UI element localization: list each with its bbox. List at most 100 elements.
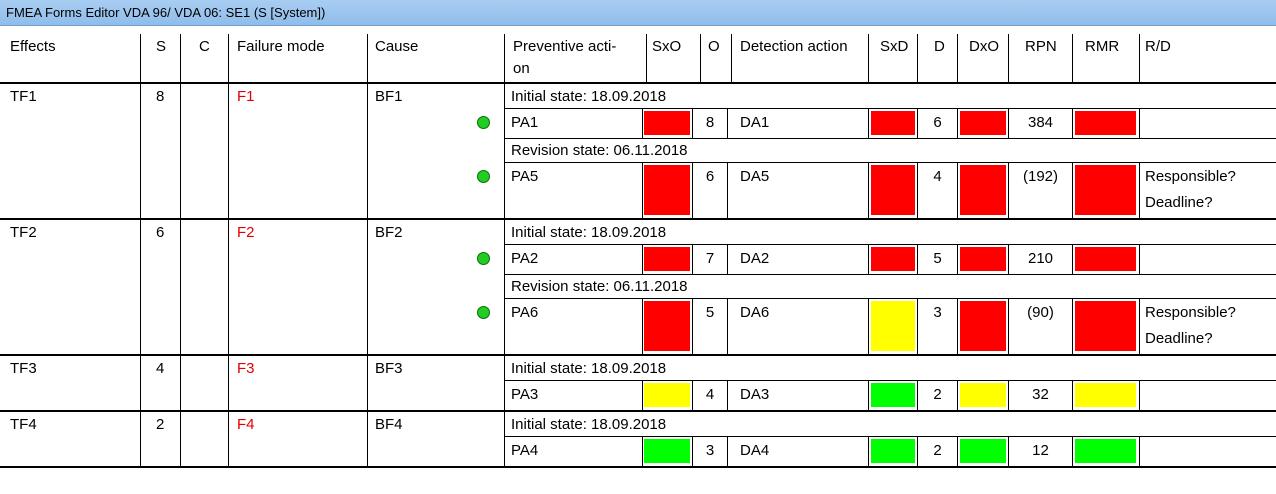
detection-action-cell[interactable]: DA3	[740, 386, 770, 403]
row-divider	[642, 109, 643, 138]
header-failure-mode: Failure mode	[237, 38, 325, 55]
header-divider	[140, 34, 141, 82]
occurrence-cell[interactable]: 7	[705, 250, 715, 267]
detection-cell[interactable]: 3	[933, 304, 942, 321]
column-divider	[180, 412, 181, 466]
header-divider	[957, 34, 958, 82]
row-divider	[1008, 299, 1009, 354]
cause-cell[interactable]: BF4	[375, 416, 403, 433]
sxd-rating-swatch	[871, 439, 915, 463]
column-divider	[228, 412, 229, 466]
row-divider	[692, 381, 693, 410]
row-divider	[1139, 245, 1140, 274]
occurrence-cell[interactable]: 3	[705, 442, 715, 459]
row-divider	[917, 437, 918, 466]
detection-cell[interactable]: 4	[933, 168, 942, 185]
failure-mode-cell[interactable]: F2	[237, 224, 255, 241]
detection-action-cell[interactable]: DA2	[740, 250, 770, 267]
detection-action-cell[interactable]: DA4	[740, 442, 770, 459]
column-divider	[228, 356, 229, 410]
preventive-action-cell[interactable]: PA5	[511, 168, 539, 185]
detection-cell[interactable]: 2	[933, 386, 942, 403]
rmr-rating-swatch	[1075, 247, 1136, 271]
responsible-field[interactable]: Responsible?	[1145, 304, 1236, 321]
effect-cell[interactable]: TF2	[10, 224, 37, 241]
detection-action-cell[interactable]: DA1	[740, 114, 770, 131]
occurrence-cell[interactable]: 6	[705, 168, 715, 185]
row-divider	[868, 299, 869, 354]
header-divider	[1139, 34, 1140, 82]
row-divider	[692, 109, 693, 138]
state-label: Initial state: 18.09.2018	[511, 224, 667, 241]
detection-cell[interactable]: 6	[933, 114, 942, 131]
row-divider	[1139, 299, 1140, 354]
failure-mode-cell[interactable]: F1	[237, 88, 255, 105]
header-occurrence: O	[708, 38, 720, 55]
deadline-field[interactable]: Deadline?	[1145, 330, 1213, 347]
state-divider	[504, 162, 1276, 163]
header-divider	[1072, 34, 1073, 82]
header-divider	[646, 34, 647, 82]
responsible-field[interactable]: Responsible?	[1145, 168, 1236, 185]
severity-cell[interactable]: 8	[156, 88, 165, 105]
row-divider	[1072, 381, 1073, 410]
state-label: Initial state: 18.09.2018	[511, 416, 667, 433]
cause-cell[interactable]: BF2	[375, 224, 403, 241]
header-divider	[1008, 34, 1009, 82]
effect-cell[interactable]: TF1	[10, 88, 37, 105]
severity-cell[interactable]: 2	[156, 416, 165, 433]
column-divider	[504, 84, 505, 218]
status-indicator-icon	[477, 170, 490, 183]
rmr-rating-swatch	[1075, 383, 1136, 407]
effect-cell[interactable]: TF3	[10, 360, 37, 377]
preventive-action-cell[interactable]: PA6	[511, 304, 539, 321]
occurrence-cell[interactable]: 4	[705, 386, 715, 403]
sxo-rating-swatch	[644, 383, 690, 407]
severity-cell[interactable]: 6	[156, 224, 165, 241]
failure-mode-cell[interactable]: F3	[237, 360, 255, 377]
state-label: Initial state: 18.09.2018	[511, 88, 667, 105]
cause-cell[interactable]: BF1	[375, 88, 403, 105]
row-divider	[642, 299, 643, 354]
rpn-cell: 12	[1032, 442, 1049, 459]
occurrence-cell[interactable]: 5	[705, 304, 715, 321]
effect-cell[interactable]: TF4	[10, 416, 37, 433]
column-divider	[140, 84, 141, 218]
preventive-action-cell[interactable]: PA2	[511, 250, 539, 267]
occurrence-cell[interactable]: 8	[705, 114, 715, 131]
preventive-action-cell[interactable]: PA4	[511, 442, 539, 459]
header-effects: Effects	[10, 38, 56, 55]
state-label: Initial state: 18.09.2018	[511, 360, 667, 377]
failure-mode-cell[interactable]: F4	[237, 416, 255, 433]
row-divider	[727, 109, 728, 138]
row-divider	[1072, 163, 1073, 218]
column-divider	[504, 412, 505, 466]
header-divider	[504, 34, 505, 82]
row-divider	[868, 381, 869, 410]
status-indicator-icon	[477, 116, 490, 129]
preventive-action-cell[interactable]: PA1	[511, 114, 539, 131]
detection-cell[interactable]: 5	[933, 250, 942, 267]
header-rmr: RMR	[1085, 38, 1120, 55]
header-divider	[731, 34, 732, 82]
detection-cell[interactable]: 2	[933, 442, 942, 459]
row-divider	[957, 109, 958, 138]
preventive-action-cell[interactable]: PA3	[511, 386, 539, 403]
detection-action-cell[interactable]: DA6	[740, 304, 770, 321]
detection-action-cell[interactable]: DA5	[740, 168, 770, 185]
column-divider	[140, 220, 141, 354]
status-indicator-icon	[477, 252, 490, 265]
column-divider	[504, 356, 505, 410]
header-preventive-line2: on	[513, 60, 530, 77]
deadline-field[interactable]: Deadline?	[1145, 194, 1213, 211]
sxo-rating-swatch	[644, 301, 690, 351]
rpn-cell: 32	[1032, 386, 1049, 403]
header-cause: Cause	[375, 38, 419, 55]
state-divider	[504, 108, 1276, 109]
column-divider	[367, 220, 368, 354]
severity-cell[interactable]: 4	[156, 360, 165, 377]
rpn-cell: (192)	[1022, 168, 1059, 185]
dxo-rating-swatch	[960, 111, 1006, 135]
cause-cell[interactable]: BF3	[375, 360, 403, 377]
header-preventive-action: Preventive acti- on	[513, 36, 616, 80]
